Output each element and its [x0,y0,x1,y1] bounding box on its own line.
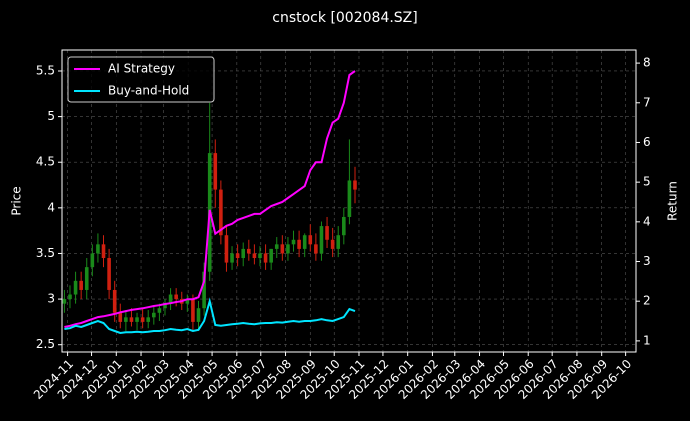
candle-body [347,180,352,217]
candle-body [90,253,95,268]
candle-body [219,189,223,236]
candle-body [135,317,139,322]
y2-tick-label: 6 [643,135,651,149]
candle-body [342,216,346,236]
y-tick-label: 3.5 [36,246,55,260]
candle-body [247,248,251,254]
candle-body [68,294,72,300]
y-tick-label: 4 [47,200,55,214]
y-tick-label: 4.5 [36,155,55,169]
candle-body [230,253,234,263]
y2-tick-label: 7 [643,95,651,109]
y-tick-label: 3 [47,292,55,306]
line-series [64,70,356,328]
candle-body [112,289,117,313]
candle-body [286,244,290,254]
candle-body [269,248,273,263]
candle-body [280,244,285,254]
line-series [64,297,356,335]
chart-title: cnstock [002084.SZ] [272,10,417,26]
legend-box [67,56,215,103]
candle-body [163,303,167,309]
y2-axis-label: Return [666,181,680,221]
y-tick-label: 5 [47,109,55,123]
candle-body [152,312,156,318]
candle-body [101,244,106,259]
candle-body [96,244,100,254]
candle-body [185,299,190,304]
y2-tick-label: 2 [643,294,651,308]
candle-body [118,312,123,322]
candle-body [302,235,307,249]
candle-body [336,235,341,249]
candle-body [308,235,313,245]
y-tick-label: 5.5 [36,63,55,77]
candle-body [241,248,246,259]
candle-body [146,317,151,322]
candle-body [258,253,262,259]
candle-body [73,280,78,295]
legend-label: AI Strategy [108,62,175,76]
candle-body [174,294,178,300]
candle-body [325,226,329,240]
y2-tick-label: 4 [643,214,651,228]
candle-body [140,317,145,322]
legend-label: Buy-and-Hold [108,84,189,98]
y2-tick-label: 8 [643,56,651,70]
candle-body [107,258,111,290]
candle-body [353,180,357,190]
candle-body [235,253,240,259]
candle-body [79,280,83,290]
candle-body [213,153,218,190]
candle-body [263,253,268,263]
candle-body [191,299,195,322]
y2-tick-label: 1 [643,333,651,347]
candle-body [84,267,89,290]
candle-body [196,308,201,322]
y2-tick-label: 3 [643,254,651,268]
candle-body [330,239,335,249]
y-axis-label: Price [10,186,24,215]
candle-body [224,235,229,263]
plot-frame [61,49,637,353]
y-tick-label: 2.5 [36,337,55,351]
y2-tick-label: 5 [643,175,651,189]
candle-body [274,244,279,249]
candle-body [291,239,296,245]
candle-body [314,244,318,254]
candle-body [129,317,134,322]
candle-body [168,294,173,304]
candle-body [62,299,67,304]
candle-body [124,317,128,322]
candle-body [319,226,324,254]
candle-body [202,271,206,309]
candle-body [252,253,257,259]
candle-body [157,308,162,313]
candle-body [297,239,301,249]
